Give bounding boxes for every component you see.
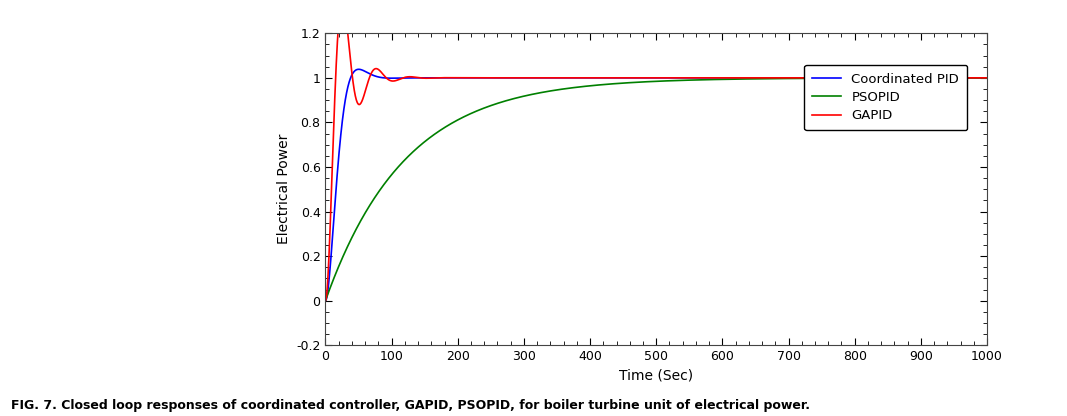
PSOPID (347, 233, 360, 238)
Line: PSOPID: PSOPID (325, 78, 987, 301)
GAPID (359, 89, 371, 94)
PSOPID (359, 211, 371, 216)
Y-axis label: Electrical Power: Electrical Power (276, 134, 290, 245)
GAPID (642, 75, 655, 80)
Coordinated PID (352, 67, 365, 72)
PSOPID (322, 290, 335, 295)
GAPID (981, 75, 993, 80)
PSOPID (642, 79, 655, 84)
Coordinated PID (642, 75, 655, 80)
PSOPID (319, 298, 332, 303)
GAPID (347, 79, 360, 84)
Coordinated PID (347, 71, 360, 76)
PSOPID (981, 75, 993, 80)
Coordinated PID (981, 75, 993, 80)
Coordinated PID (449, 75, 462, 80)
PSOPID (945, 75, 958, 80)
Text: FIG. 7. Closed loop responses of coordinated controller, GAPID, PSOPID, for boil: FIG. 7. Closed loop responses of coordin… (11, 399, 810, 412)
Coordinated PID (359, 69, 371, 74)
X-axis label: Time (Sec): Time (Sec) (619, 369, 694, 383)
Line: Coordinated PID: Coordinated PID (325, 69, 987, 301)
GAPID (336, 0, 349, 3)
GAPID (945, 75, 958, 80)
GAPID (449, 75, 462, 80)
Coordinated PID (322, 283, 335, 288)
PSOPID (449, 119, 462, 124)
GAPID (319, 298, 332, 303)
Line: GAPID: GAPID (325, 1, 987, 301)
Coordinated PID (319, 298, 332, 303)
GAPID (322, 265, 335, 270)
Coordinated PID (945, 75, 958, 80)
Legend: Coordinated PID, PSOPID, GAPID: Coordinated PID, PSOPID, GAPID (803, 65, 967, 130)
